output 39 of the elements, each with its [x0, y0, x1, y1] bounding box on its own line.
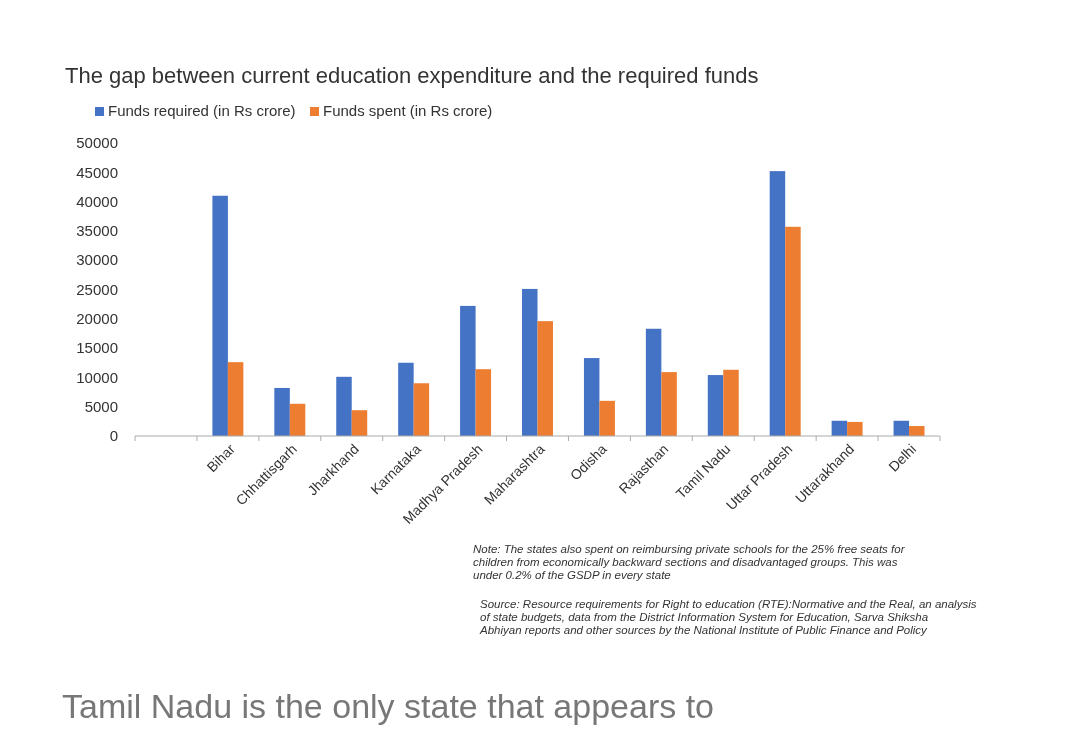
y-tick-label: 5000	[84, 397, 118, 415]
bar	[274, 387, 290, 436]
legend-label: Funds required (in Rs crore)	[108, 102, 296, 119]
text: Tamil Nadu is the only state that appears to	[62, 687, 715, 725]
y-tick-label: 40000	[76, 192, 118, 210]
y-tick-label: 0	[109, 427, 118, 445]
bar	[583, 358, 600, 436]
y-tick-label: 50000	[76, 134, 118, 152]
bar	[460, 305, 476, 436]
bar	[769, 171, 786, 436]
bar	[723, 369, 739, 436]
bar	[707, 375, 724, 436]
source-note: Source: Resource requirements for Right to education (RTE):Normative and the Real, an analysis of state budgets, data from the District Information System for Education, Sarva Shiksha Abhiyan reports and other sources by the National Institute of Public Finance and Policy	[479, 598, 977, 636]
bar	[847, 421, 863, 436]
y-tick-label: 35000	[76, 222, 118, 240]
text: Note: The states also spent on reimbursing private schools for the 25% free seats for children from economically backward sections and disadvantaged groups. This was under 0.2% of the GSDP in every state	[473, 543, 906, 581]
bar	[227, 362, 244, 436]
bar	[336, 376, 352, 436]
y-tick-label: 45000	[76, 163, 118, 181]
y-tick-label: 25000	[76, 280, 118, 298]
bar	[413, 383, 430, 436]
bar	[351, 410, 368, 436]
bar	[785, 226, 801, 436]
y-tick-label: 20000	[76, 310, 118, 328]
chart-title: The gap between current education expenditure and the required funds	[65, 63, 759, 88]
bar	[645, 328, 662, 436]
bar	[475, 369, 492, 436]
bar	[661, 372, 677, 436]
y-tick-label: 10000	[76, 368, 118, 386]
bar	[909, 426, 925, 436]
y-tick-label: 15000	[76, 339, 118, 357]
y-tick-label: 30000	[76, 251, 118, 269]
bar	[398, 362, 414, 436]
bar	[522, 288, 538, 436]
bar	[599, 400, 615, 436]
bar	[212, 195, 228, 436]
bar	[537, 321, 553, 436]
legend-label: Funds spent (in Rs crore)	[323, 102, 493, 119]
bar	[289, 403, 306, 436]
